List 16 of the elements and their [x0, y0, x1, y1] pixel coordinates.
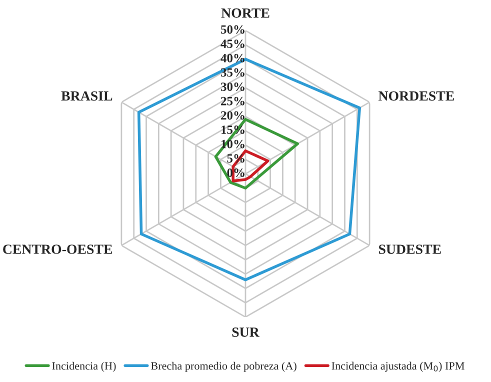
y-tick-label: 45% — [220, 40, 244, 48]
y-tick-label: 25% — [221, 96, 244, 106]
y-tick-label: 20% — [221, 111, 244, 120]
spoke-label: SUDESTE — [378, 244, 441, 254]
y-tick-label: 40% — [220, 54, 244, 62]
legend-label: Incidencia ajustada (M$_{0}$) IPM — [332, 362, 464, 372]
spoke-label: CENTRO-OESTE — [3, 244, 112, 254]
spoke-label: SUR — [232, 328, 260, 337]
legend-label: Incidencia (H) — [52, 362, 116, 372]
y-tick-label: 30% — [220, 82, 244, 92]
spoke-label: NORDESTE — [378, 91, 454, 101]
spoke-label: BRASIL — [61, 91, 112, 101]
spoke-label: NORTE — [221, 8, 270, 18]
legend-label: Brecha promedio de pobreza (A) — [150, 362, 296, 372]
y-tick-label: 50% — [221, 25, 244, 34]
y-tick-label: 35% — [220, 68, 244, 77]
